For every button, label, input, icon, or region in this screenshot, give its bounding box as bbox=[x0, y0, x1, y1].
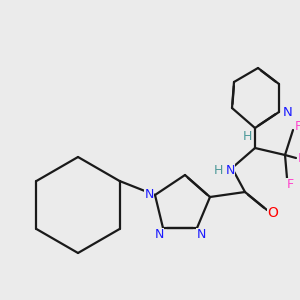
Text: N: N bbox=[225, 164, 235, 176]
Text: F: F bbox=[297, 152, 300, 164]
Text: N: N bbox=[283, 106, 293, 119]
Text: H: H bbox=[213, 164, 223, 176]
Text: H: H bbox=[242, 130, 252, 142]
Text: N: N bbox=[196, 229, 206, 242]
Text: N: N bbox=[154, 229, 164, 242]
Text: O: O bbox=[268, 206, 278, 220]
Text: F: F bbox=[294, 121, 300, 134]
Text: F: F bbox=[286, 178, 294, 191]
Text: N: N bbox=[144, 188, 154, 202]
